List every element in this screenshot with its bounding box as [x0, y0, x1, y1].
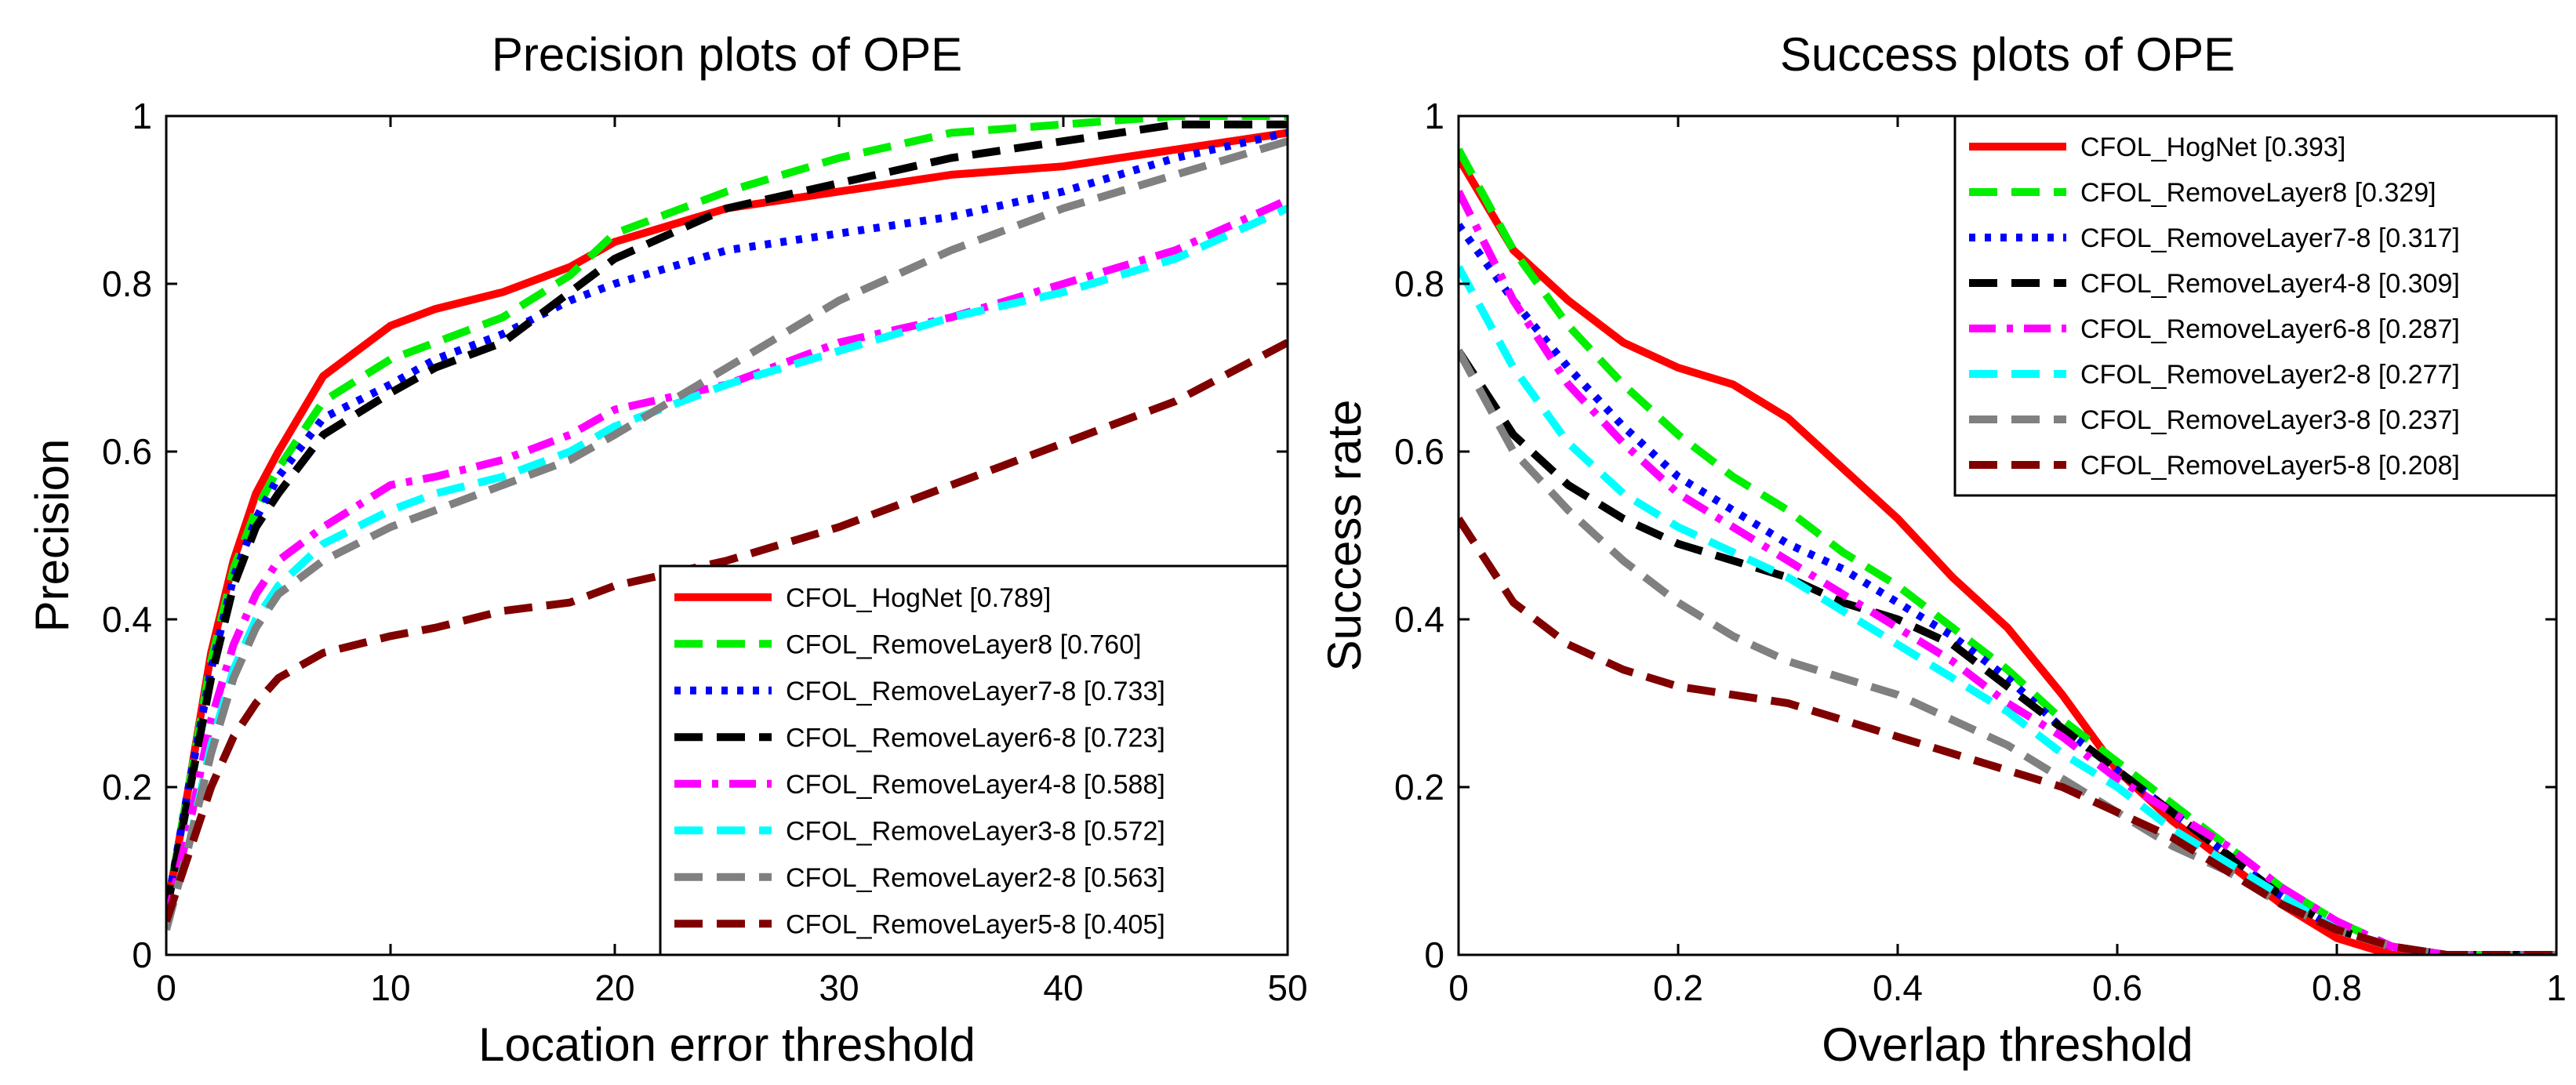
y-tick-label: 0 — [1424, 934, 1444, 975]
legend-entry-label: CFOL_RemoveLayer4-8 [0.588] — [786, 770, 1165, 800]
series-line-2 — [1459, 147, 2556, 955]
y-axis-label: Success rate — [1318, 400, 1371, 672]
legend-entry-label: CFOL_HogNet [0.393] — [2080, 132, 2345, 162]
chart-title: Precision plots of OPE — [492, 28, 962, 81]
x-axis-label: Overlap threshold — [1822, 1018, 2193, 1071]
legend-entry-label: CFOL_RemoveLayer7-8 [0.733] — [786, 677, 1165, 706]
x-tick-label: 10 — [370, 967, 410, 1008]
y-tick-label: 0.4 — [102, 599, 152, 640]
y-tick-label: 1 — [1424, 96, 1444, 136]
y-tick-label: 0.8 — [1394, 263, 1444, 304]
y-tick-label: 0.2 — [1394, 767, 1444, 807]
legend-box — [1953, 114, 2558, 497]
series-line-8 — [1459, 516, 2556, 955]
legend-entry-label: CFOL_RemoveLayer2-8 [0.277] — [2080, 360, 2460, 390]
legend-entry-label: CFOL_RemoveLayer5-8 [0.405] — [786, 909, 1165, 939]
series-line-8 — [166, 339, 1288, 923]
x-tick-label: 50 — [1267, 967, 1307, 1008]
legend-entry-label: CFOL_RemoveLayer8 [0.329] — [2080, 178, 2436, 208]
series-line-4 — [166, 120, 1288, 914]
legend-entry-label: CFOL_RemoveLayer2-8 [0.563] — [786, 863, 1165, 893]
legend-entry-label: CFOL_RemoveLayer7-8 [0.317] — [2080, 223, 2460, 253]
y-tick-label: 0.8 — [102, 263, 152, 304]
legend-entry-label: CFOL_RemoveLayer3-8 [0.237] — [2080, 405, 2460, 435]
x-tick-label: 40 — [1043, 967, 1083, 1008]
x-tick-label: 0 — [156, 967, 176, 1008]
success-plot-panel: Success plots of OPE 0 0.2 0.4 0.6 0.8 1 0 0.2 0.… — [1318, 28, 2567, 1071]
x-tick-label: 1 — [2546, 967, 2567, 1008]
x-tick-label: 0.4 — [1873, 967, 1923, 1008]
y-tick-label: 0.6 — [1394, 431, 1444, 472]
legend-entry-label: CFOL_RemoveLayer6-8 [0.723] — [786, 723, 1165, 753]
series-group — [166, 116, 1288, 931]
series-group — [1459, 147, 2556, 955]
series-line-2 — [166, 116, 1288, 914]
x-tick-label: 30 — [819, 967, 859, 1008]
legend-entry-label: CFOL_HogNet [0.789] — [786, 583, 1051, 613]
y-axis-label: Precision — [26, 439, 78, 633]
precision-plot-panel: Precision plots of OPE 0 10 20 30 40 50 0 0.2 0.4… — [26, 28, 1308, 1071]
legend-entry-label: CFOL_RemoveLayer8 [0.760] — [786, 630, 1142, 659]
x-tick-label: 0.6 — [2092, 967, 2142, 1008]
series-line-7 — [166, 137, 1288, 931]
x-tick-label: 0.8 — [2312, 967, 2362, 1008]
legend-entry-label: CFOL_RemoveLayer4-8 [0.309] — [2080, 269, 2460, 299]
x-axis-label: Location error threshold — [478, 1018, 976, 1071]
chart-title: Success plots of OPE — [1780, 28, 2235, 81]
y-tick-label: 0 — [132, 934, 152, 975]
x-tick-label: 20 — [594, 967, 634, 1008]
x-tick-label: 0.2 — [1653, 967, 1703, 1008]
legend: CFOL_HogNet [0.393] CFOL_RemoveLayer8 [0.… — [1953, 114, 2558, 497]
legend-box — [659, 564, 1289, 956]
y-tick-label: 0.6 — [102, 431, 152, 472]
x-tick-label: 0 — [1448, 967, 1469, 1008]
y-tick-label: 0.2 — [102, 767, 152, 807]
series-line-1 — [1459, 155, 2556, 955]
series-line-3 — [166, 129, 1288, 914]
legend-entry-label: CFOL_RemoveLayer3-8 [0.572] — [786, 816, 1165, 846]
legend-entry-label: CFOL_RemoveLayer5-8 [0.208] — [2080, 451, 2460, 481]
y-tick-label: 1 — [132, 96, 152, 136]
y-tick-label: 0.4 — [1394, 599, 1444, 640]
legend-entry-label: CFOL_RemoveLayer6-8 [0.287] — [2080, 314, 2460, 344]
series-line-3 — [1459, 223, 2556, 955]
legend: CFOL_HogNet [0.789] CFOL_RemoveLayer8 [0.… — [659, 564, 1289, 956]
